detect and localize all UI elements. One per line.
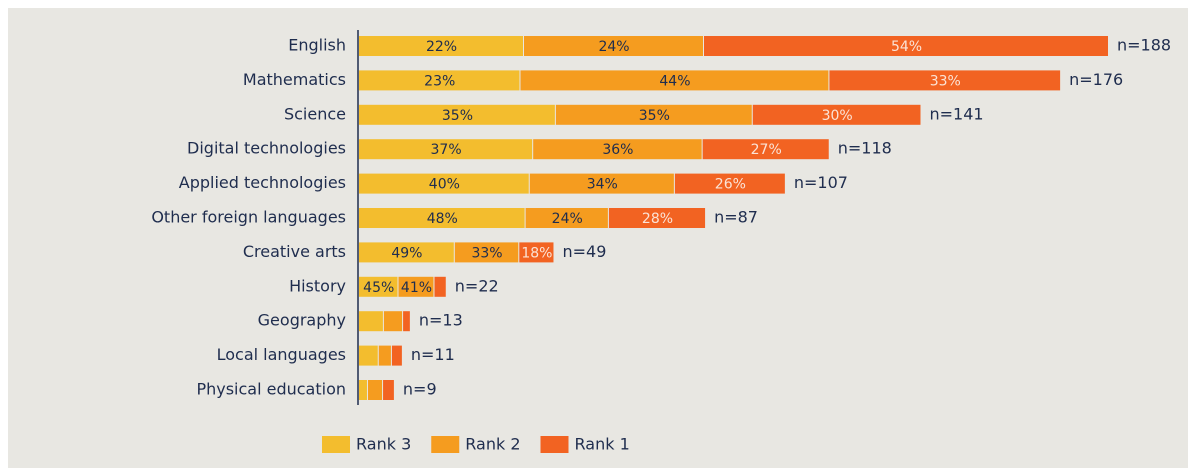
legend-swatch: [322, 436, 350, 453]
total-label: n=22: [455, 276, 499, 295]
total-label: n=176: [1069, 70, 1123, 89]
value-label: 44%: [659, 73, 690, 89]
bar-segment: [367, 380, 383, 400]
bar-segment: [555, 104, 752, 125]
value-label: 18%: [521, 245, 552, 261]
value-label: 34%: [587, 177, 618, 193]
bar-segment: [674, 173, 785, 194]
total-label: n=11: [411, 345, 455, 364]
category-label: Applied technologies: [179, 173, 346, 192]
bar-segment: [359, 173, 529, 194]
value-label: 28%: [642, 211, 673, 227]
category-label: Other foreign languages: [151, 208, 346, 227]
legend-swatch: [540, 436, 569, 453]
category-label: Local languages: [217, 345, 346, 364]
total-label: n=188: [1117, 36, 1171, 55]
value-label: 27%: [751, 142, 782, 158]
total-label: n=141: [930, 104, 984, 123]
value-label: 36%: [602, 142, 633, 158]
value-label: 41%: [401, 280, 432, 296]
bar-segment: [359, 380, 367, 400]
value-label: 26%: [715, 177, 746, 193]
category-label: History: [289, 276, 346, 295]
value-label: 48%: [427, 211, 458, 227]
category-label: Science: [284, 104, 346, 123]
bar-segment: [829, 70, 1061, 91]
bar-segment: [533, 139, 702, 160]
category-label: Digital technologies: [187, 139, 346, 158]
value-label: 35%: [442, 108, 473, 124]
bar-segment: [383, 311, 403, 332]
value-label: 35%: [639, 108, 670, 124]
bar-segment: [525, 208, 608, 228]
bar-segment: [359, 276, 398, 297]
bar-segment: [378, 345, 391, 366]
total-label: n=9: [403, 380, 437, 399]
bar-segment: [359, 345, 378, 366]
bar-segment: [359, 36, 523, 56]
value-label: 49%: [391, 245, 422, 261]
category-label: Geography: [258, 311, 346, 330]
value-label: 24%: [598, 39, 629, 55]
category-label: English: [288, 36, 346, 55]
bar-segment: [359, 242, 454, 263]
bar-segment: [529, 173, 674, 194]
bar-segment: [403, 311, 410, 332]
bar-segment: [520, 70, 829, 91]
value-label: 54%: [891, 39, 922, 55]
legend-swatch: [431, 436, 460, 453]
total-label: n=13: [419, 311, 463, 330]
value-label: 45%: [363, 280, 394, 296]
bar-segment: [359, 139, 533, 160]
total-label: n=87: [714, 208, 758, 227]
total-label: n=49: [562, 242, 606, 261]
value-label: 22%: [426, 39, 457, 55]
bar-segment: [752, 104, 921, 125]
bar-segment: [519, 242, 554, 263]
bar-segment: [383, 380, 394, 400]
bar-segment: [359, 104, 555, 125]
value-label: 37%: [431, 142, 462, 158]
value-label: 30%: [822, 108, 853, 124]
bar-segment: [702, 139, 829, 160]
bar-segment: [524, 36, 703, 56]
legend-label: Rank 3: [356, 435, 411, 454]
value-label: 40%: [429, 177, 460, 193]
value-label: 33%: [930, 73, 961, 89]
legend-label: Rank 2: [465, 435, 520, 454]
legend-label: Rank 1: [575, 435, 630, 454]
category-label: Mathematics: [243, 70, 346, 89]
bar-segment: [359, 208, 525, 228]
total-label: n=118: [838, 139, 892, 158]
bar-segment: [608, 208, 706, 228]
bar-segment: [398, 276, 434, 297]
bar-segment: [704, 36, 1108, 56]
value-label: 23%: [424, 73, 455, 89]
total-label: n=107: [794, 173, 848, 192]
bar-segment: [454, 242, 519, 263]
bar-segment: [359, 311, 383, 332]
bar-segment: [391, 345, 402, 366]
bar-segment: [434, 276, 446, 297]
category-label: Physical education: [196, 380, 346, 399]
bar-segment: [359, 70, 520, 91]
category-label: Creative arts: [243, 242, 346, 261]
value-label: 24%: [552, 211, 583, 227]
value-label: 33%: [471, 245, 502, 261]
